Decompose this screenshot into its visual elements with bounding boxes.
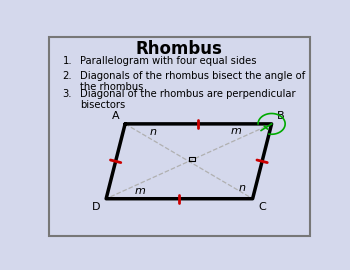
Text: 2.: 2. bbox=[63, 71, 72, 81]
Text: m: m bbox=[135, 186, 146, 196]
Text: 3.: 3. bbox=[63, 89, 72, 99]
Text: Rhombus: Rhombus bbox=[136, 40, 223, 58]
Text: n: n bbox=[149, 127, 156, 137]
Text: B: B bbox=[277, 111, 285, 121]
Text: A: A bbox=[112, 111, 120, 121]
Text: 1.: 1. bbox=[63, 56, 72, 66]
Text: Diagonal of the rhombus are perpendicular
bisectors: Diagonal of the rhombus are perpendicula… bbox=[80, 89, 296, 110]
FancyBboxPatch shape bbox=[49, 36, 309, 236]
Text: D: D bbox=[92, 202, 101, 212]
Text: m: m bbox=[230, 126, 241, 136]
Text: C: C bbox=[258, 202, 266, 212]
Text: Diagonals of the rhombus bisect the angle of
the rhombus: Diagonals of the rhombus bisect the angl… bbox=[80, 71, 306, 92]
Text: Parallelogram with four equal sides: Parallelogram with four equal sides bbox=[80, 56, 257, 66]
Text: n: n bbox=[239, 183, 246, 193]
